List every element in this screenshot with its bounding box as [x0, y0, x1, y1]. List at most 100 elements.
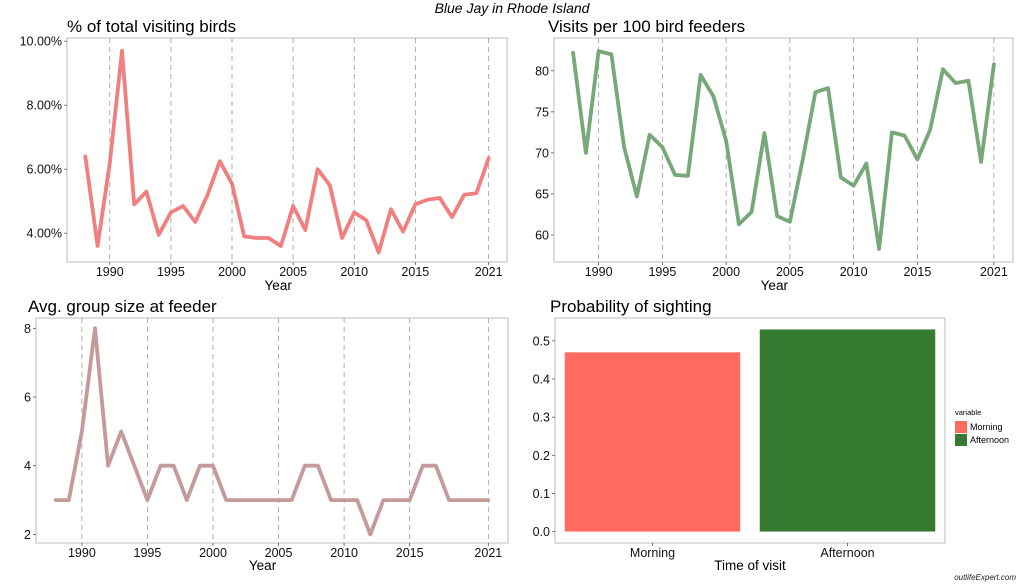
- data-point: [84, 155, 87, 158]
- panel-title: % of total visiting birds: [67, 17, 236, 36]
- data-point: [225, 499, 227, 501]
- data-point: [687, 175, 689, 177]
- x-tick-label-1995: 1995: [157, 265, 185, 279]
- legend-swatch-morning: [955, 421, 967, 433]
- data-point: [451, 216, 453, 218]
- data-point: [251, 499, 254, 501]
- data-point: [636, 195, 638, 198]
- data-point: [218, 160, 221, 162]
- series-line: [571, 49, 996, 251]
- data-point: [738, 223, 740, 226]
- data-point: [395, 499, 398, 501]
- data-point: [133, 203, 136, 206]
- data-point: [304, 229, 307, 231]
- x-tick-label-1990: 1990: [96, 265, 124, 279]
- data-point: [585, 152, 587, 154]
- x-tick-label-2005: 2005: [265, 546, 293, 560]
- y-tick-label: 60: [535, 228, 549, 242]
- data-point: [414, 203, 417, 206]
- y-tick-label: 4.00%: [27, 227, 62, 241]
- data-point: [475, 192, 478, 194]
- legend-swatch-afternoon: [955, 434, 967, 446]
- data-point: [789, 220, 791, 223]
- x-tick-label-1995: 1995: [648, 265, 676, 279]
- series-line: [83, 48, 491, 255]
- data-point: [827, 87, 829, 89]
- data-point: [67, 499, 70, 501]
- data-point: [382, 499, 385, 501]
- data-point: [231, 182, 233, 185]
- data-point: [725, 139, 727, 142]
- data-point: [878, 248, 880, 250]
- data-point: [96, 245, 99, 247]
- data-point: [343, 499, 345, 501]
- data-point: [435, 464, 437, 467]
- legend-item-morning: Morning: [955, 421, 1009, 433]
- data-point: [438, 197, 441, 199]
- data-point: [463, 194, 466, 196]
- data-point: [356, 499, 359, 501]
- data-point: [365, 219, 368, 222]
- x-tick-label-1990: 1990: [68, 546, 96, 560]
- y-tick-label: 6: [24, 391, 31, 405]
- bar-afternoon: [759, 329, 936, 532]
- data-point: [194, 221, 197, 223]
- data-point: [330, 499, 332, 501]
- y-tick-label: 4: [24, 459, 31, 473]
- data-point: [942, 68, 944, 70]
- y-tick-label: 0.5: [533, 334, 550, 348]
- chart-visits-per-100: 1990 1995 2000 2005 2010 2015 2021 60 65 70 75 80 Vi…: [535, 17, 1014, 293]
- data-point: [474, 499, 477, 501]
- data-point: [290, 499, 293, 501]
- x-tick-label-2015: 2015: [903, 265, 931, 279]
- x-tick-label-2021: 2021: [980, 265, 1008, 279]
- data-point: [369, 533, 372, 536]
- data-point: [487, 499, 490, 501]
- x-tick-label-2015: 2015: [396, 546, 424, 560]
- legend-item-afternoon: Afternoon: [955, 434, 1009, 446]
- x-tick-label-2010: 2010: [840, 265, 868, 279]
- data-point: [185, 499, 188, 501]
- data-point: [292, 205, 294, 207]
- x-tick-label-morning: Morning: [630, 546, 675, 560]
- x-tick-label-2010: 2010: [330, 546, 358, 560]
- data-point: [891, 131, 893, 134]
- x-tick-label-2021: 2021: [475, 265, 503, 279]
- x-tick-label-2015: 2015: [401, 265, 429, 279]
- y-tick-label: 6.00%: [27, 163, 62, 177]
- data-point: [159, 464, 162, 467]
- data-point: [255, 237, 258, 239]
- data-point: [916, 158, 919, 161]
- panel-title: Probability of sighting: [550, 297, 712, 316]
- data-point: [81, 430, 83, 433]
- y-tick-label: 0.0: [533, 525, 550, 539]
- data-point: [145, 190, 148, 193]
- data-point: [712, 95, 715, 98]
- data-point: [133, 464, 136, 467]
- data-point: [572, 51, 574, 54]
- data-point: [763, 132, 766, 134]
- y-tick-label: 8: [24, 322, 31, 336]
- data-point: [623, 146, 625, 148]
- y-tick-label: 10.00%: [20, 35, 62, 49]
- plot-area: [553, 37, 1014, 263]
- data-point: [316, 168, 319, 170]
- data-point: [903, 134, 906, 137]
- data-point: [206, 194, 209, 196]
- x-tick-label-2000: 2000: [218, 265, 246, 279]
- data-point: [408, 499, 411, 501]
- legend-label-morning: Morning: [970, 422, 1003, 432]
- series-line: [53, 326, 491, 537]
- data-point: [182, 205, 184, 207]
- y-tick-label: 0.2: [533, 449, 550, 463]
- x-axis-label: Year: [761, 278, 789, 293]
- data-point: [980, 161, 982, 163]
- data-point: [94, 327, 96, 330]
- x-tick-label-2000: 2000: [712, 265, 740, 279]
- x-tick-label-1995: 1995: [134, 546, 162, 560]
- y-tick-label: 0.1: [533, 487, 550, 501]
- panel-title: Visits per 100 bird feeders: [548, 17, 745, 36]
- x-axis-label: Time of visit: [714, 558, 786, 573]
- y-tick-label: 8.00%: [27, 99, 62, 113]
- data-point: [341, 237, 343, 239]
